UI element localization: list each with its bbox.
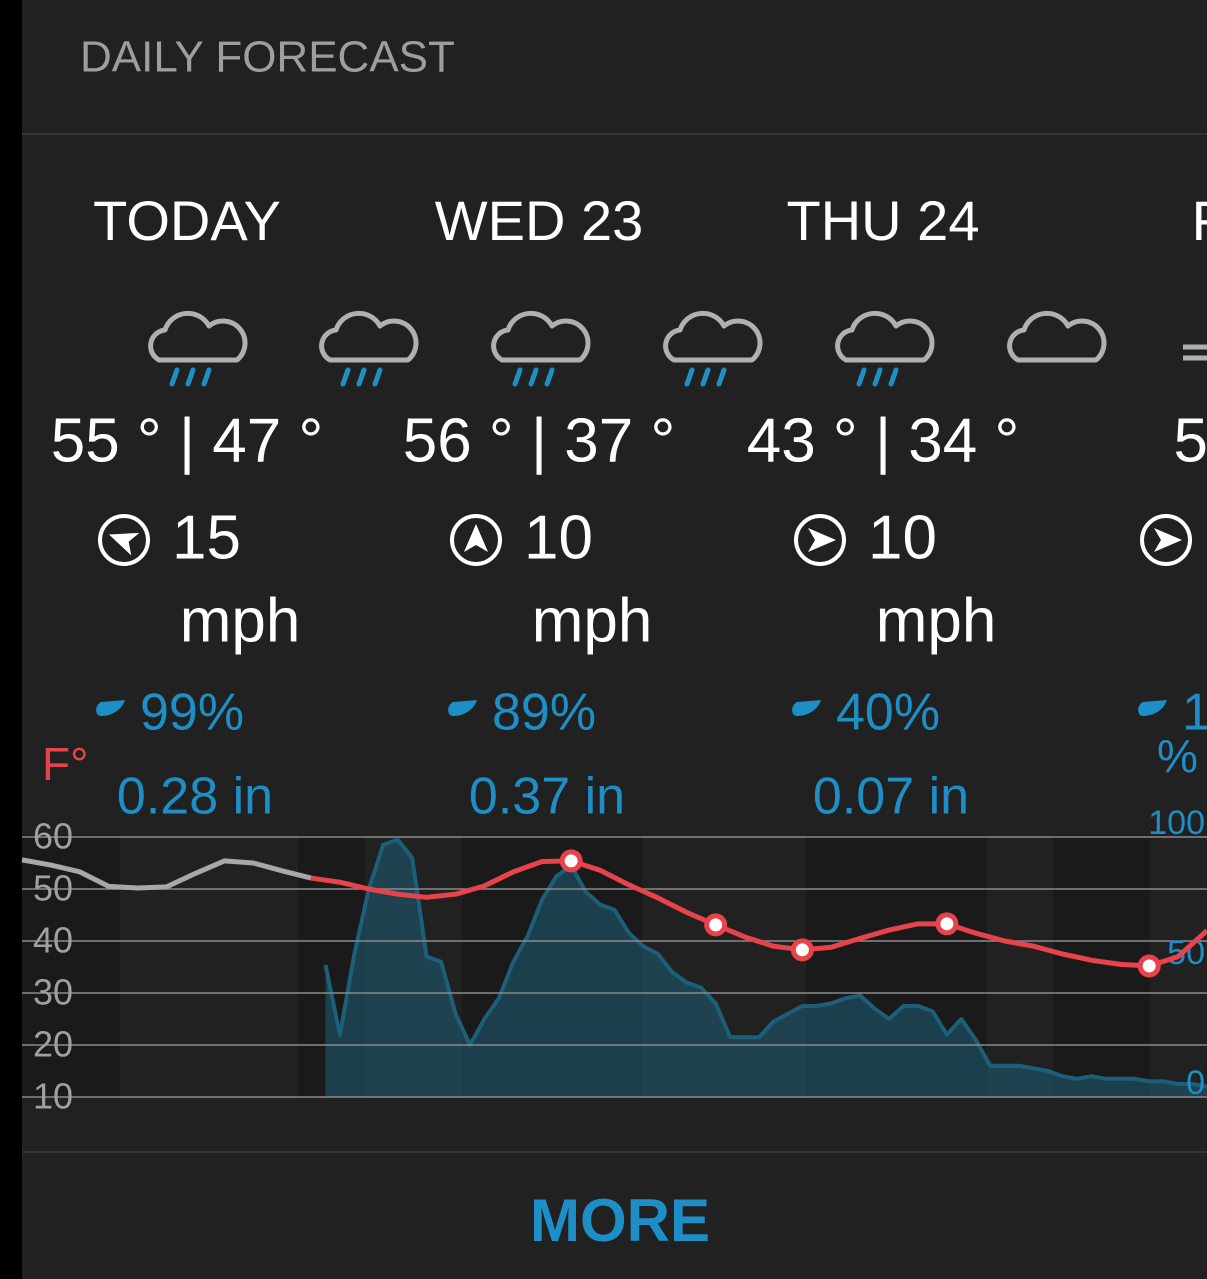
wind-arrow — [464, 524, 488, 552]
rain-drop — [356, 367, 367, 387]
precip-amount: 0.37 in — [469, 768, 625, 826]
rain-drop — [872, 367, 883, 387]
y2-unit: % — [1157, 730, 1198, 782]
y-unit: F° — [42, 738, 89, 790]
header-title: DAILY FORECAST — [80, 33, 455, 82]
precip-area — [325, 839, 1207, 1097]
cloud — [663, 310, 763, 363]
wind-unit: mph — [180, 586, 301, 655]
y-tick-label: 50 — [33, 868, 73, 909]
rain-icon — [663, 310, 763, 387]
precip-line — [323, 837, 1207, 1089]
y-tick-label: 10 — [33, 1076, 73, 1117]
wind-unit: mph — [876, 586, 997, 655]
temps: 56 ° | 37 ° — [403, 406, 676, 475]
wind-circle — [98, 514, 150, 566]
wind-circle — [794, 514, 846, 566]
rain-drop — [716, 367, 727, 387]
temperature-line — [21, 857, 312, 891]
rain-drop — [700, 367, 711, 387]
rain-drop — [512, 367, 523, 387]
precip-chance: 89% — [492, 684, 596, 742]
y-tick-label: 40 — [33, 920, 73, 961]
rain-drop — [684, 367, 695, 387]
temps: 52 ° — [1174, 406, 1207, 475]
precip-amount: 0.07 in — [813, 768, 969, 826]
precip-drop — [792, 700, 821, 716]
rain-drop — [372, 367, 383, 387]
wind-icon — [450, 514, 502, 566]
precip-chance: 1 — [1182, 684, 1207, 742]
y2-tick-label: 0 — [1186, 1064, 1205, 1102]
y-tick-label: 60 — [33, 816, 73, 857]
cloud — [491, 310, 591, 363]
rain-icon — [148, 310, 248, 387]
precip-drop — [1138, 700, 1167, 716]
wind-circle — [1140, 514, 1192, 566]
wind-speed: 15 — [172, 503, 241, 572]
temps: 55 ° | 47 ° — [51, 406, 324, 475]
rain-drop — [856, 367, 867, 387]
cloud — [835, 310, 935, 363]
left-edge — [0, 0, 22, 1279]
temperature-marker — [1137, 954, 1161, 978]
wind-icon — [794, 514, 846, 566]
cloud — [1007, 310, 1107, 363]
temperature-marker — [790, 938, 814, 962]
wind-icon — [98, 514, 150, 566]
cloud-icon — [1007, 310, 1107, 363]
rain-drop — [169, 367, 180, 387]
temperature-marker — [559, 849, 583, 873]
cloud — [148, 310, 248, 363]
day-label: WED 23 — [435, 189, 644, 252]
wind-arrow — [108, 532, 140, 556]
wind-speed: 10 — [868, 503, 937, 572]
band — [22, 835, 120, 1097]
precip-chance: 40% — [836, 684, 940, 742]
y2-tick-label: 100 — [1148, 804, 1205, 842]
rain-icon — [835, 310, 935, 387]
rain-icon — [491, 310, 591, 387]
temperature-marker — [704, 913, 728, 937]
temperature-marker — [935, 912, 959, 936]
wind-circle — [450, 514, 502, 566]
temps: 43 ° | 34 ° — [747, 406, 1020, 475]
wind-unit: mph — [532, 586, 653, 655]
rain-drop — [528, 367, 539, 387]
wind-arrow — [808, 528, 836, 552]
wind-speed: 10 — [524, 503, 593, 572]
day-label: THU 24 — [787, 189, 980, 252]
precip-chance: 99% — [140, 684, 244, 742]
rain-drop — [201, 367, 212, 387]
more-button[interactable]: MORE — [530, 1187, 710, 1254]
rain-drop — [340, 367, 351, 387]
rain-drop — [185, 367, 196, 387]
precip-amount: 0.28 in — [117, 768, 273, 826]
wind-arrow — [1154, 528, 1182, 552]
cloud — [319, 310, 419, 363]
precip-drop — [96, 700, 125, 716]
rain-drop — [888, 367, 899, 387]
temperature-line — [310, 858, 1207, 969]
precip-drop — [448, 700, 477, 716]
y-tick-label: 20 — [33, 1024, 73, 1065]
y-tick-label: 30 — [33, 972, 73, 1013]
wind-icon — [1140, 514, 1192, 566]
day-label: TODAY — [93, 189, 281, 252]
rain-drop — [544, 367, 555, 387]
day-label: FR — [1192, 189, 1207, 252]
rain-icon — [319, 310, 419, 387]
